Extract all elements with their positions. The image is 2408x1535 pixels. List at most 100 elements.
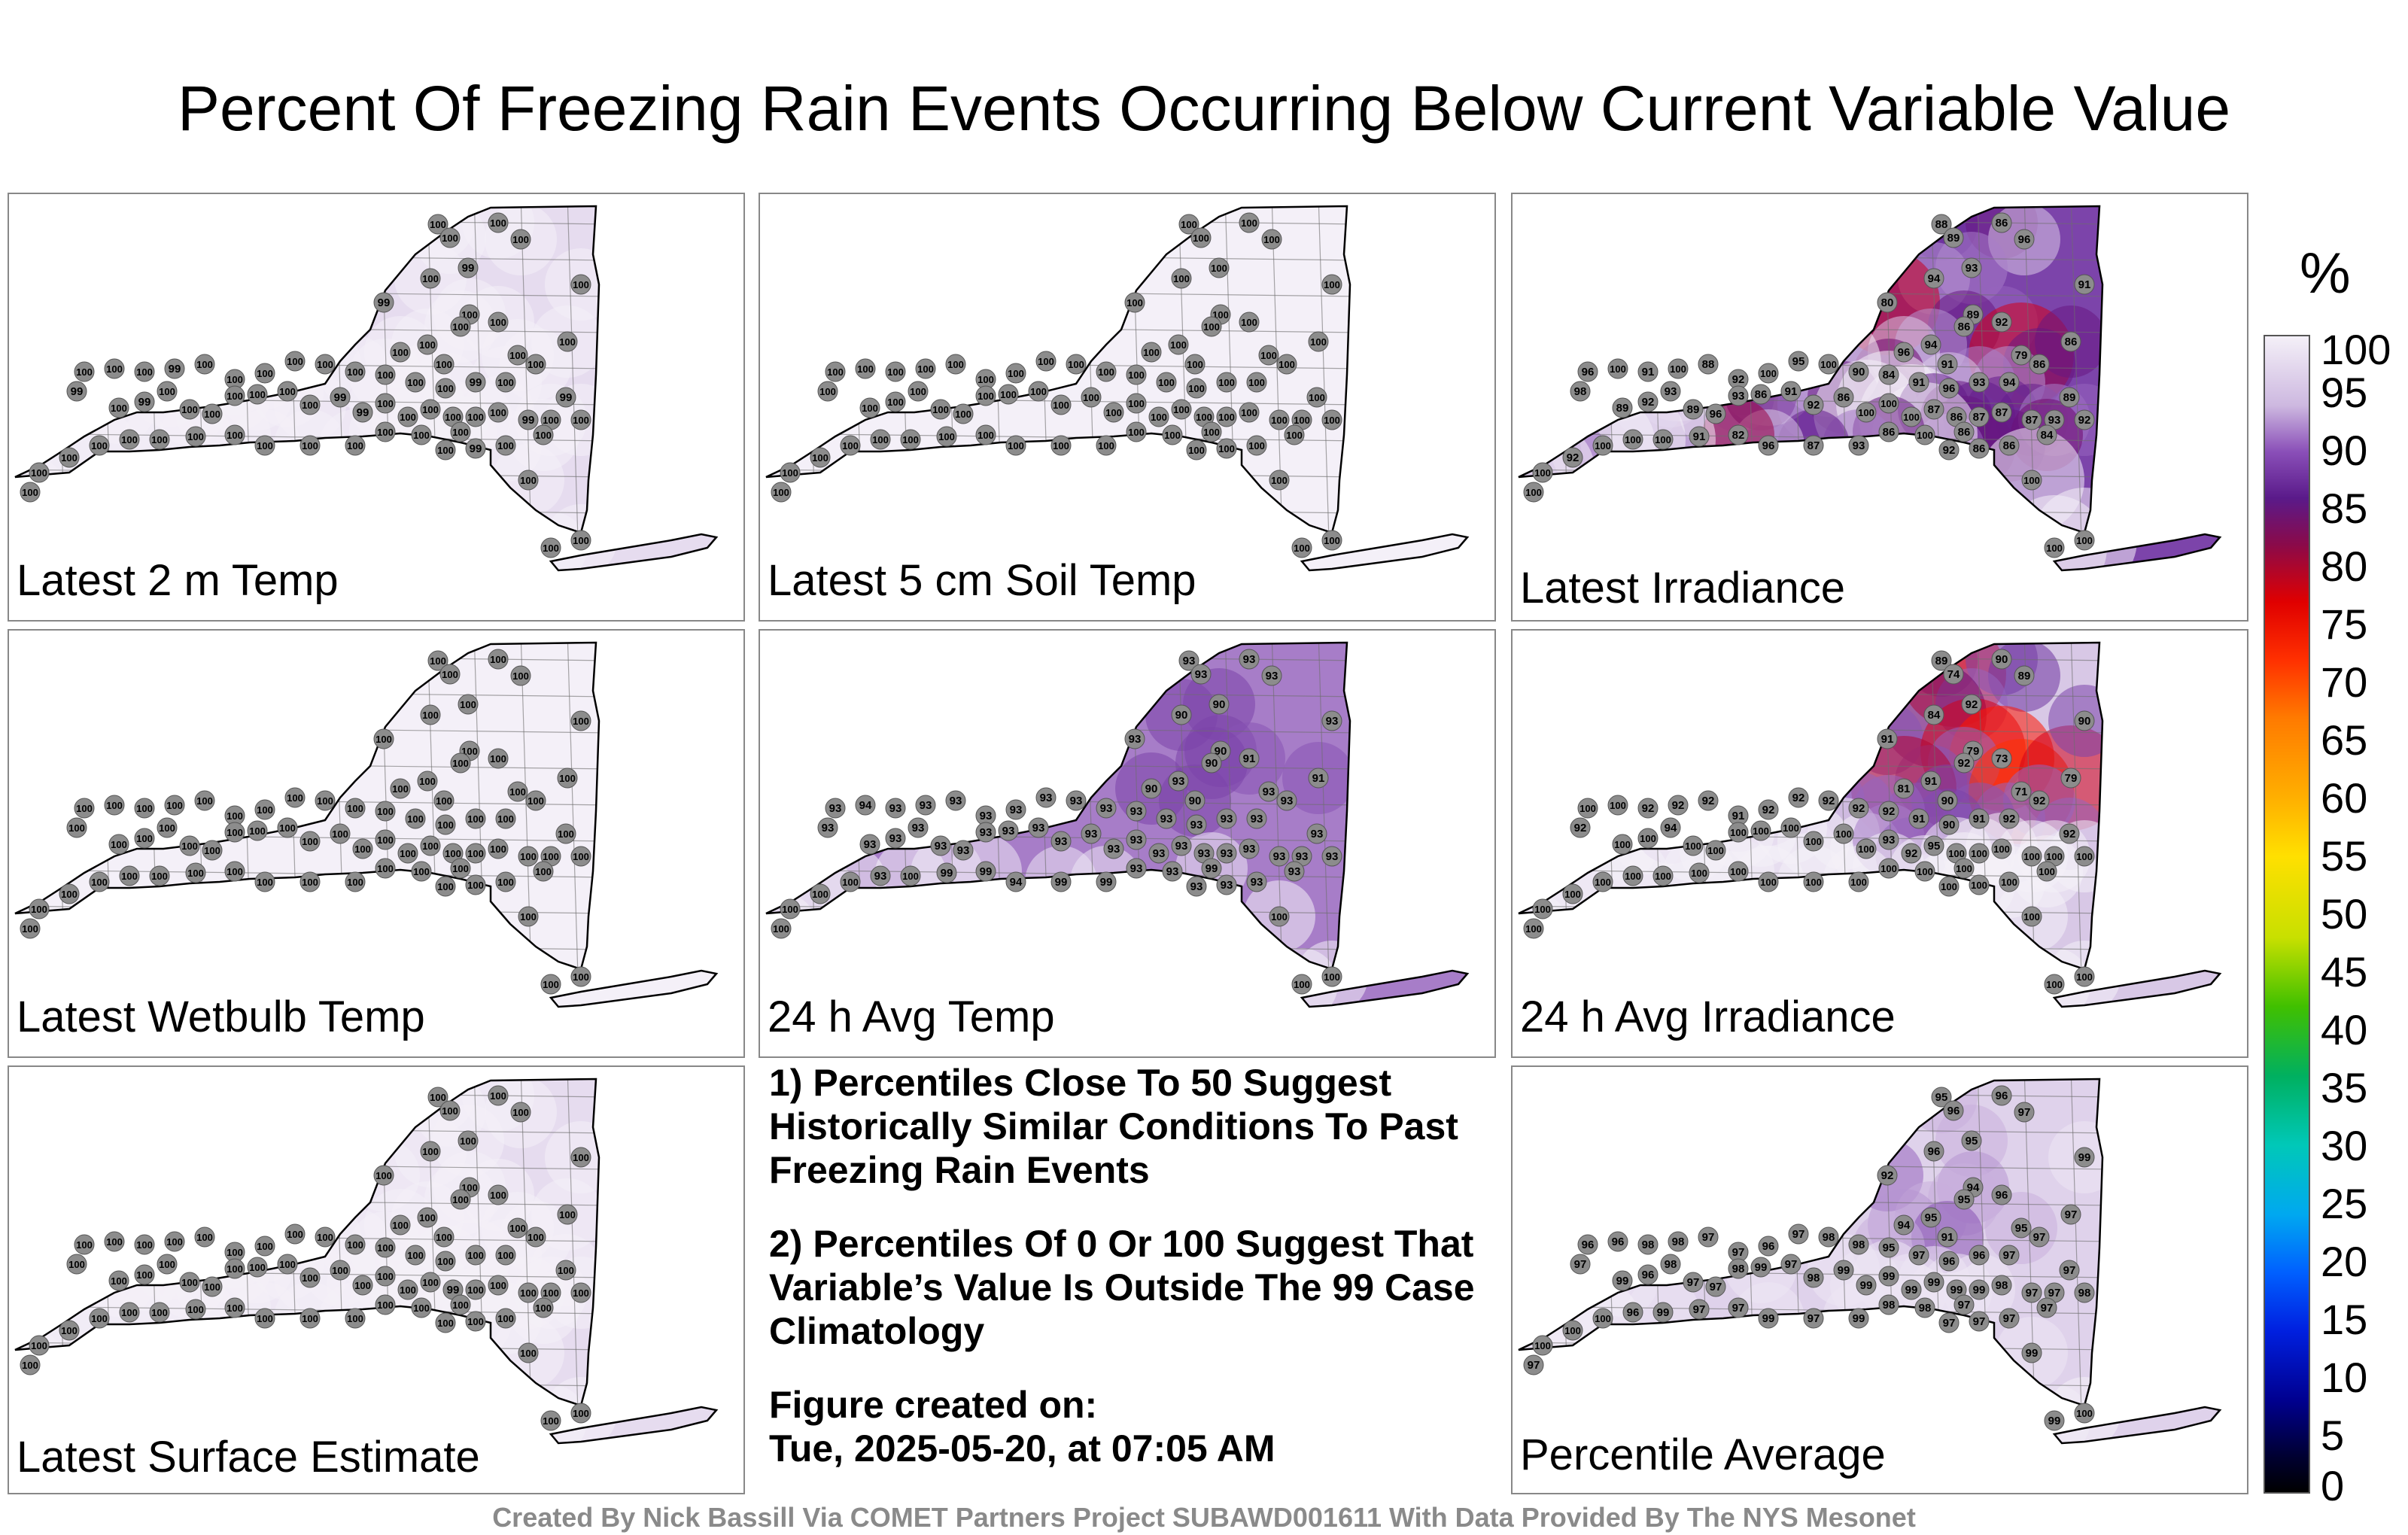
station-dot (1999, 808, 2020, 829)
station-dot (557, 1204, 578, 1225)
station-value: 93 (1281, 795, 1294, 807)
station-dot (570, 966, 591, 987)
station-value: 100 (422, 1146, 439, 1157)
station-dot (1570, 1254, 1591, 1275)
county-line (15, 1378, 612, 1387)
station-marker: 100 (518, 1342, 539, 1363)
station-marker: 100 (330, 823, 351, 844)
station-value: 73 (1996, 752, 2008, 765)
station-marker: 100 (442, 843, 464, 864)
station-marker: 100 (900, 429, 921, 450)
station-dot (1209, 257, 1230, 278)
station-marker: 100 (1689, 862, 1710, 883)
station-marker: 100 (315, 790, 336, 811)
station-value: 100 (559, 773, 576, 784)
station-dot (284, 787, 306, 808)
station-marker: 97 (1683, 1272, 1704, 1293)
panel-label: Latest 2 m Temp (17, 556, 339, 605)
station-value: 86 (1883, 426, 1896, 439)
station-dot (74, 1234, 95, 1255)
station-dot (1728, 1258, 1749, 1279)
station-value: 100 (419, 1212, 436, 1223)
station-value: 100 (842, 877, 859, 888)
station-marker: 89 (1612, 397, 1633, 418)
station-marker: 91 (1969, 808, 1990, 829)
station-marker: 93 (1028, 817, 1049, 838)
station-dot (540, 974, 561, 995)
station-marker: 100 (2074, 966, 2095, 987)
station-marker: 100 (59, 883, 80, 904)
station-dot (390, 778, 411, 799)
station-value: 97 (1710, 1281, 1722, 1293)
station-value: 79 (2065, 772, 2078, 785)
station-marker: 100 (488, 838, 509, 859)
station-value: 100 (136, 1239, 153, 1251)
station-marker: 100 (488, 748, 509, 769)
station-dot (134, 361, 155, 382)
station-dot (525, 790, 546, 811)
station-value: 92 (1823, 795, 1835, 807)
station-value: 71 (2015, 786, 2028, 798)
station-value: 90 (1941, 795, 1954, 807)
station-value: 100 (2076, 535, 2093, 546)
station-dot (1969, 843, 1990, 864)
station-marker: 91 (1937, 354, 1958, 375)
figure-title: Percent Of Freezing Rain Events Occurrin… (177, 73, 2231, 144)
station-dot (224, 385, 245, 406)
station-dot (89, 435, 110, 456)
station-value: 100 (1525, 923, 1542, 935)
station-dot (1321, 710, 1342, 731)
station-value: 86 (2033, 358, 2046, 371)
station-value: 100 (317, 359, 333, 370)
station-dot (510, 665, 531, 686)
station-value: 100 (1670, 363, 1686, 375)
county-line (804, 643, 816, 977)
station-marker: 100 (89, 1308, 110, 1329)
station-value: 100 (437, 1318, 454, 1329)
station-dot (2014, 665, 2035, 686)
station-marker: 97 (2014, 1102, 2035, 1123)
station-value: 93 (920, 799, 932, 812)
station-value: 100 (497, 440, 514, 451)
station-marker: 93 (1126, 801, 1147, 822)
station-marker: 100 (945, 354, 966, 375)
station-value: 99 (1657, 1306, 1670, 1319)
station-value: 100 (227, 391, 243, 402)
station-dot (936, 862, 957, 883)
station-marker: 86 (1953, 421, 1975, 442)
station-dot (780, 898, 801, 919)
station-marker: 97 (1803, 1308, 1824, 1329)
station-dot (2036, 861, 2057, 882)
station-marker: 100 (855, 358, 876, 379)
station-dot (284, 1223, 306, 1245)
station-marker: 100 (420, 268, 441, 289)
station-marker: 100 (2044, 537, 2065, 558)
station-value: 89 (1967, 309, 1980, 321)
station-value: 100 (520, 1287, 537, 1299)
station-value: 100 (947, 359, 964, 370)
station-value: 91 (1785, 385, 1798, 398)
station-value: 92 (1958, 757, 1971, 770)
station-marker: 87 (1923, 399, 1944, 420)
station-value: 100 (422, 273, 439, 284)
station-marker: 100 (975, 385, 996, 406)
station-value: 100 (1640, 833, 1656, 844)
station-dot (855, 795, 876, 816)
station-marker: 100 (373, 728, 394, 749)
station-dot (1201, 421, 1222, 442)
station-value: 99 (941, 867, 953, 880)
station-dot (1592, 871, 1613, 892)
station-value: 99 (470, 442, 482, 455)
station-dot (1124, 292, 1145, 313)
station-dot (1216, 808, 1237, 829)
station-marker: 99 (1758, 1308, 1779, 1329)
station-value: 100 (1053, 440, 1069, 451)
station-marker: 100 (277, 381, 298, 402)
station-value: 100 (347, 877, 363, 888)
station-value: 90 (1206, 757, 1218, 770)
station-marker: 93 (1193, 843, 1215, 864)
station-value: 100 (1105, 407, 1122, 418)
station-marker: 98 (1660, 1254, 1681, 1275)
station-marker: 100 (134, 828, 155, 849)
station-marker: 92 (1803, 394, 1824, 415)
